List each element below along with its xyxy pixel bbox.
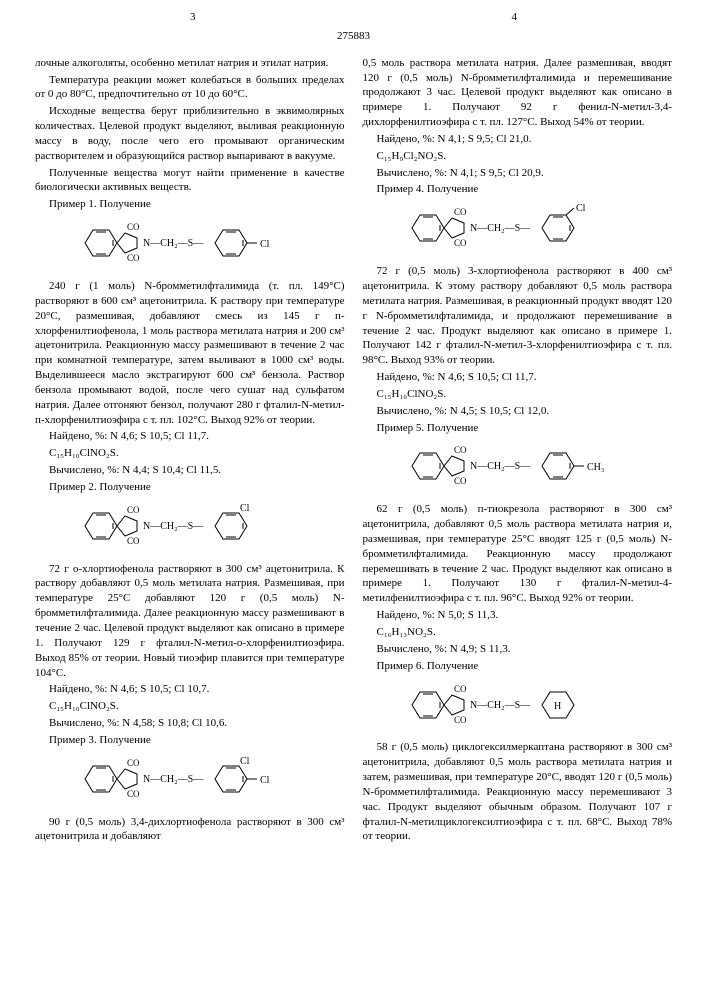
para: Вычислено, %: N 4,9; S 11,3.	[363, 642, 673, 657]
para: Пример 3. Получение	[35, 733, 345, 748]
chemical-formula-4: CO CO N—CH₂—S— Cl	[363, 203, 673, 258]
svg-text:Cl: Cl	[576, 203, 586, 214]
para: С₁₅H₁₀ClNO₂S.	[363, 387, 673, 402]
svg-text:H: H	[554, 701, 561, 712]
para: Пример 6. Получение	[363, 659, 673, 674]
svg-text:N—CH₂—S—: N—CH₂—S—	[143, 774, 204, 785]
para: Найдено, %: N 4,1; S 9,5; Cl 21,0.	[363, 132, 673, 147]
para: 0,5 моль раствора метилата натрия. Далее…	[363, 56, 673, 130]
para: Исходные вещества берут приблизительно в…	[35, 104, 345, 163]
para: С₁₆H₁₃NO₂S.	[363, 625, 673, 640]
para: Вычислено, %: N 4,5; S 10,5; Cl 12,0.	[363, 404, 673, 419]
svg-text:CH₃: CH₃	[587, 462, 604, 473]
svg-text:N—CH₂—S—: N—CH₂—S—	[470, 700, 531, 711]
chemical-formula-3: CO CO N—CH₂—S— Cl Cl	[35, 754, 345, 809]
patent-number: 275883	[35, 29, 672, 44]
para: 90 г (0,5 моль) 3,4-дихлортиофенола раст…	[35, 815, 345, 845]
svg-text:CO: CO	[127, 222, 140, 232]
para: лочные алкоголяты, особенно метилат натр…	[35, 56, 345, 71]
para: С₁₅H₁₀ClNO₂S.	[35, 699, 345, 714]
para: С₁₅H₁₀ClNO₂S.	[35, 446, 345, 461]
para: Вычислено, %: N 4,4; S 10,4; Cl 11,5.	[35, 463, 345, 478]
svg-text:CO: CO	[127, 789, 140, 799]
svg-text:Cl: Cl	[240, 756, 250, 767]
para: С₁₅H₉Cl₂NO₂S.	[363, 149, 673, 164]
svg-text:N—CH₂—S—: N—CH₂—S—	[470, 223, 531, 234]
para: 72 г (0,5 моль) 3-хлортиофенола растворя…	[363, 264, 673, 368]
svg-text:CO: CO	[127, 253, 140, 263]
svg-text:CO: CO	[127, 536, 140, 546]
svg-text:CO: CO	[454, 445, 467, 455]
chemical-formula-5: CO CO N—CH₂—S— CH₃	[363, 441, 673, 496]
para: Пример 1. Получение	[35, 197, 345, 212]
para: Вычислено, %: N 4,58; S 10,8; Cl 10,6.	[35, 716, 345, 731]
para: Пример 2. Получение	[35, 480, 345, 495]
svg-text:Cl: Cl	[260, 239, 270, 250]
svg-text:CO: CO	[454, 476, 467, 486]
chemical-formula-1: CO CO N—CH₂—S— Cl	[35, 218, 345, 273]
para: Вычислено, %: N 4,1; S 9,5; Cl 20,9.	[363, 166, 673, 181]
svg-text:CO: CO	[454, 207, 467, 217]
para: 240 г (1 моль) N-бромметилфталимида (т. …	[35, 279, 345, 427]
para: Найдено, %: N 4,6; S 10,5; Cl 11,7.	[35, 429, 345, 444]
svg-text:Cl: Cl	[240, 503, 250, 514]
left-column: лочные алкоголяты, особенно метилат натр…	[35, 56, 345, 847]
para: Полученные вещества могут найти применен…	[35, 166, 345, 196]
para: Найдено, %: N 5,0; S 11,3.	[363, 608, 673, 623]
para: Найдено, %: N 4,6; S 10,5; Cl 10,7.	[35, 682, 345, 697]
para: 62 г (0,5 моль) п-тиокрезола растворяют …	[363, 502, 673, 606]
svg-text:CO: CO	[454, 238, 467, 248]
para: Пример 5. Получение	[363, 421, 673, 436]
svg-text:CO: CO	[454, 684, 467, 694]
para: 58 г (0,5 моль) циклогексилмеркаптана ра…	[363, 740, 673, 844]
svg-text:N—CH₂—S—: N—CH₂—S—	[470, 461, 531, 472]
svg-text:CO: CO	[127, 505, 140, 515]
svg-text:Cl: Cl	[260, 775, 270, 786]
para: Найдено, %: N 4,6; S 10,5; Cl 11,7.	[363, 370, 673, 385]
chemical-formula-6: CO CO N—CH₂—S— H	[363, 680, 673, 735]
content-columns: лочные алкоголяты, особенно метилат натр…	[35, 56, 672, 847]
page-header: 3 4	[35, 10, 672, 25]
right-column: 0,5 моль раствора метилата натрия. Далее…	[363, 56, 673, 847]
right-page-num: 4	[512, 10, 518, 25]
para: Температура реакции может колебаться в б…	[35, 73, 345, 103]
left-page-num: 3	[190, 10, 196, 25]
para: Пример 4. Получение	[363, 182, 673, 197]
svg-text:N—CH₂—S—: N—CH₂—S—	[143, 521, 204, 532]
svg-text:N—CH₂—S—: N—CH₂—S—	[143, 238, 204, 249]
para: 72 г о-хлортиофенола растворяют в 300 см…	[35, 562, 345, 681]
chemical-formula-2: CO CO N—CH₂—S— Cl	[35, 501, 345, 556]
svg-text:CO: CO	[454, 715, 467, 725]
svg-text:CO: CO	[127, 758, 140, 768]
